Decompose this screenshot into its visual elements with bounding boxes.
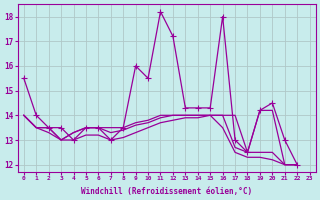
X-axis label: Windchill (Refroidissement éolien,°C): Windchill (Refroidissement éolien,°C) bbox=[81, 187, 252, 196]
